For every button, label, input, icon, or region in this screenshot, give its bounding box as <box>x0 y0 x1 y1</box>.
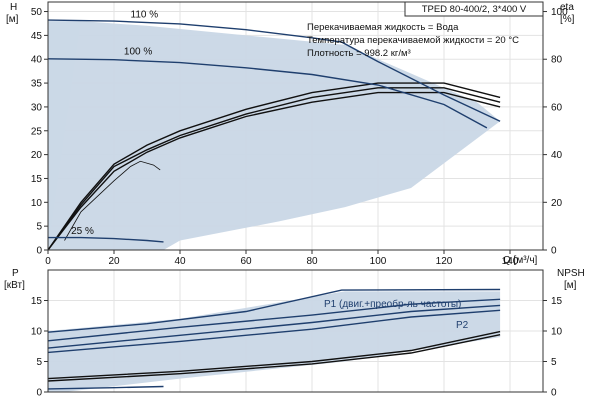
top-x-tick-label: 120 <box>436 256 453 267</box>
head-curve <box>47 58 488 129</box>
top-plot-frame <box>47 1 544 251</box>
head-curve-label: 100 % <box>124 46 152 57</box>
power-curve <box>47 385 164 390</box>
bottom-y2-tick-label: 15 <box>551 296 563 307</box>
top-y-tick-label: 35 <box>31 79 43 90</box>
npsh-curve <box>47 334 501 382</box>
top-x-tick-label: 0 <box>45 256 51 267</box>
bottom-y-tick-label: 15 <box>31 296 43 307</box>
power-curve <box>47 304 501 349</box>
p1-label: P1 (двиг.+преобр-ль частоты) <box>324 298 461 310</box>
top-ticks: 0 20 40 60 80 100 120 140 0 5 10 15 20 25 30 35 40 45 50 0 2… <box>31 7 568 267</box>
top-y-tick-label: 40 <box>31 55 43 66</box>
top-y2-tick-label: 80 <box>551 55 563 66</box>
efficiency-curve <box>47 82 501 251</box>
y2-label-eta: eta <box>560 2 574 13</box>
top-y-tick-label: 25 <box>31 126 43 137</box>
bottom-ticks: 0 5 10 15 0 5 10 15 <box>31 296 563 399</box>
top-y2-tick-label: 20 <box>551 198 563 209</box>
top-x-tick-label: 80 <box>306 256 318 267</box>
top-x-tick-label: 100 <box>370 256 387 267</box>
power-curve <box>47 298 501 342</box>
bottom-y2-tick-label: 0 <box>551 388 557 399</box>
bottom-y-tick-label: 5 <box>36 357 42 368</box>
thin-curve <box>64 160 161 241</box>
top-y2-tick-label: 100 <box>551 7 568 18</box>
top-y-tick-label: 0 <box>36 246 42 257</box>
head-curve <box>47 19 501 122</box>
top-y-tick-label: 50 <box>31 7 43 18</box>
bottom-envelope <box>48 291 501 392</box>
top-y-tick-label: 15 <box>31 174 43 185</box>
top-y-tick-label: 30 <box>31 102 43 113</box>
power-curve <box>47 288 501 333</box>
y2-unit-npsh: [м] <box>564 280 577 291</box>
npsh-curve <box>47 330 501 380</box>
power-curve <box>47 309 501 354</box>
top-y2-tick-label: 60 <box>551 102 563 113</box>
efficiency-curve <box>47 91 501 251</box>
top-y-tick-label: 5 <box>36 222 42 233</box>
y2-unit-eta: [%] <box>560 14 575 25</box>
y-unit-p: [кВт] <box>4 280 25 291</box>
y-label-h: H <box>10 2 17 13</box>
efficiency-curve <box>47 87 501 251</box>
top-y-tick-label: 45 <box>31 31 43 42</box>
info-line-1: Перекачиваемая жидкость = Вода <box>307 22 459 33</box>
y-unit-h: [м] <box>6 14 19 25</box>
title-box <box>404 1 544 17</box>
head-curve-label: 110 % <box>131 9 159 20</box>
info-line-2: Температура перекачиваемой жидкости = 20… <box>307 35 519 46</box>
y2-label-npsh: NPSH <box>557 268 585 279</box>
bottom-y-tick-label: 0 <box>36 388 42 399</box>
head-curve <box>48 236 164 243</box>
top-y-tick-label: 20 <box>31 150 43 161</box>
top-y2-tick-label: 0 <box>551 246 557 257</box>
top-x-tick-label: 60 <box>240 256 252 267</box>
x-label-q: Q [м³/ч] <box>503 255 538 266</box>
info-line-3: Плотность = 998.2 кг/м³ <box>307 48 411 59</box>
top-curves: 110 % 100 % 25 % <box>47 9 501 251</box>
bottom-y2-tick-label: 5 <box>551 357 557 368</box>
bottom-envelope-area <box>48 291 501 392</box>
top-x-tick-label: 40 <box>174 256 186 267</box>
chart-title: TPED 80-400/2, 3*400 V <box>422 4 527 15</box>
bottom-y2-tick-label: 10 <box>551 327 563 338</box>
bottom-y-tick-label: 10 <box>31 327 43 338</box>
p2-label: P2 <box>456 320 469 331</box>
bottom-curves <box>47 288 501 390</box>
head-curve-label: 25 % <box>71 226 94 237</box>
top-x-tick-label: 140 <box>502 256 519 267</box>
top-y-tick-label: 10 <box>31 198 43 209</box>
y-label-p: P <box>12 268 19 279</box>
top-envelope-area <box>48 21 501 250</box>
bottom-plot-frame <box>47 269 544 393</box>
top-x-tick-label: 20 <box>108 256 120 267</box>
top-y2-tick-label: 40 <box>551 150 563 161</box>
top-envelope <box>48 21 501 250</box>
